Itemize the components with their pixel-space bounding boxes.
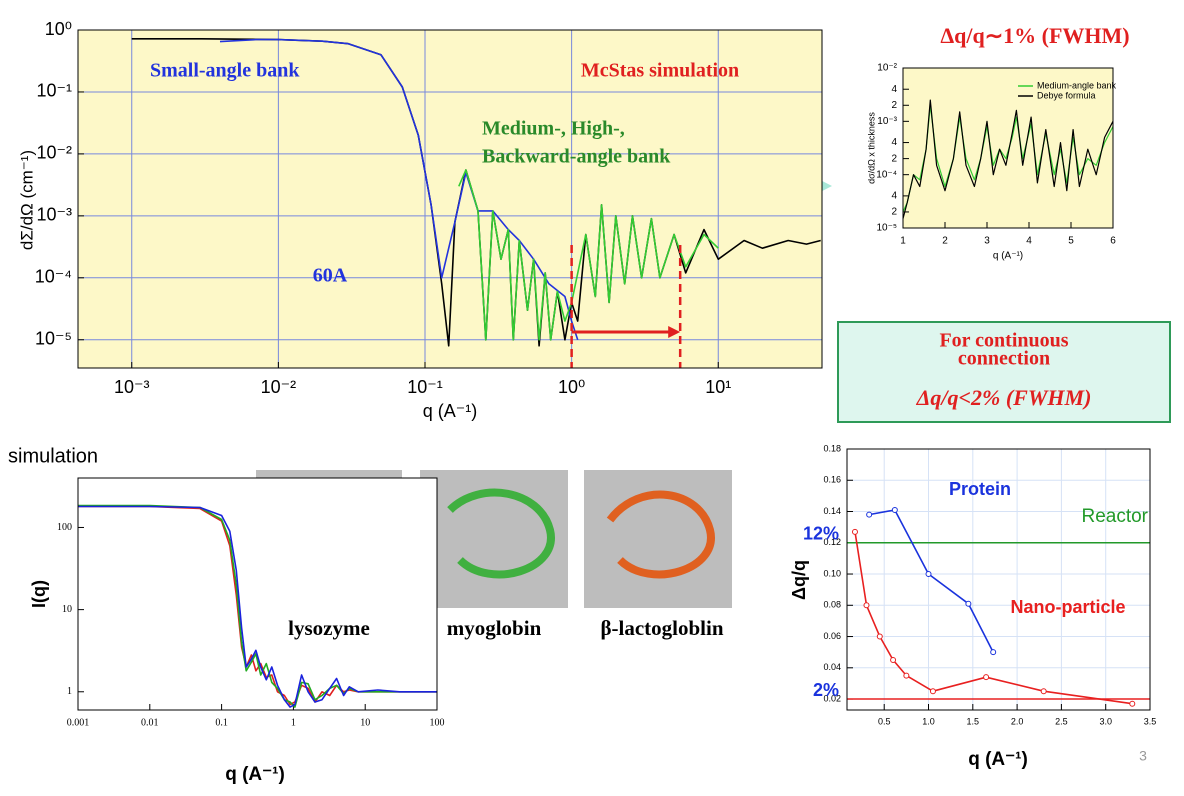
point [926, 572, 931, 577]
point [984, 675, 989, 680]
legend-label: Medium-angle bank [1037, 80, 1117, 90]
y-tick-label: 1 [67, 686, 72, 697]
x-tick-label: 2.5 [1055, 716, 1068, 726]
point [904, 673, 909, 678]
x-tick-label: 6 [1110, 236, 1116, 247]
legend-label: Debye formula [1037, 90, 1096, 100]
point [867, 512, 872, 517]
x-tick-label: 2 [942, 236, 948, 247]
y-tick-label: 10 [62, 604, 72, 615]
y-tick-label: 100 [57, 522, 72, 533]
x-tick-label: 1 [900, 236, 906, 247]
point [1041, 689, 1046, 694]
y-tick-label: 4 [891, 137, 897, 148]
x-axis-label: q (A⁻¹) [423, 401, 478, 421]
x-tick-label: 1 [291, 717, 296, 728]
point [930, 689, 935, 694]
y-tick-label: 4 [891, 84, 897, 95]
series-name: Protein [949, 479, 1011, 499]
x-tick-label: 10⁻³ [114, 377, 150, 397]
series-name: β-lactogloblin [600, 616, 723, 640]
annotation: 60A [313, 265, 348, 287]
y-tick-label: 4 [891, 191, 897, 202]
series-name: myoglobin [447, 616, 542, 640]
x-tick-label: 3.0 [1099, 716, 1112, 726]
x-tick-label: 10¹ [705, 377, 731, 397]
point [892, 507, 897, 512]
x-tick-label: 100 [430, 717, 445, 728]
y-tick-label: 10⁻⁴ [876, 169, 897, 180]
y-tick-label: 10⁻¹ [36, 81, 72, 101]
y-tick-label: 0.06 [823, 631, 841, 641]
x-axis-label: q (A⁻¹) [968, 749, 1028, 770]
chart-title: simulation [8, 445, 98, 467]
annotation: Backward-angle bank [482, 146, 671, 168]
x-tick-label: 3 [984, 236, 990, 247]
chart-title: Δq/q∼1% (FWHM) [940, 23, 1129, 48]
x-tick-label: 10 [360, 717, 370, 728]
annotation: McStas simulation [581, 60, 739, 82]
point [991, 650, 996, 655]
x-tick-label: 1.5 [967, 716, 980, 726]
annotation: Small-angle bank [150, 60, 300, 82]
y-tick-label: 10⁻⁵ [876, 223, 897, 234]
y-tick-label: 0.10 [823, 568, 841, 578]
reference-name: Reactor [1081, 506, 1148, 527]
y-tick-label: 2 [891, 100, 897, 111]
point [891, 657, 896, 662]
x-tick-label: 10⁻¹ [407, 377, 443, 397]
plot-area [78, 478, 437, 710]
y-axis-label: Δq/q [789, 560, 809, 600]
x-axis-label: q (A⁻¹) [993, 251, 1023, 262]
y-axis-label: dσ/dΩ x thickness [866, 112, 876, 184]
y-tick-label: 0.18 [823, 443, 841, 453]
y-axis-label: dΣ/dΩ (cm⁻¹) [17, 150, 36, 250]
x-tick-label: 0.1 [215, 717, 228, 728]
x-tick-label: 4 [1026, 236, 1032, 247]
page: For continuous connection Δq/q<2% (FWHM)… [0, 0, 1184, 796]
x-tick-label: 1.0 [922, 716, 935, 726]
series-name: Nano-particle [1010, 597, 1125, 617]
x-tick-label: 5 [1068, 236, 1074, 247]
x-tick-label: 3.5 [1144, 716, 1157, 726]
x-tick-label: 10⁻² [261, 377, 297, 397]
y-tick-label: 0.14 [823, 506, 841, 516]
callout-text: connection [958, 348, 1050, 370]
slide: For continuous connection Δq/q<2% (FWHM)… [0, 0, 1184, 796]
y-tick-label: 2 [891, 207, 897, 218]
y-tick-label: 10⁻⁵ [35, 329, 72, 349]
point [864, 603, 869, 608]
x-tick-label: 0.001 [67, 717, 90, 728]
x-axis-label: q (A⁻¹) [225, 764, 285, 785]
y-tick-label: 10⁻³ [36, 205, 72, 225]
point [966, 601, 971, 606]
y-tick-label: 0.16 [823, 475, 841, 485]
y-tick-label: 10⁻⁴ [35, 267, 72, 287]
x-tick-label: 0.5 [878, 716, 891, 726]
y-tick-label: 10⁰ [45, 19, 72, 39]
x-tick-label: 0.01 [141, 717, 159, 728]
point [852, 529, 857, 534]
y-tick-label: 10⁻³ [877, 116, 897, 127]
x-tick-label: 2.0 [1011, 716, 1024, 726]
y-axis-label: I(q) [29, 580, 49, 608]
callout-text: Δq/q<2% (FWHM) [916, 385, 1092, 410]
point [1130, 701, 1135, 706]
annotation: Medium-, High-, [482, 118, 625, 140]
page-number: 3 [1139, 748, 1147, 764]
x-tick-label: 10⁰ [558, 377, 585, 397]
point [877, 634, 882, 639]
reference-label: 12% [803, 524, 839, 544]
reference-label: 2% [813, 680, 839, 700]
series-name: lysozyme [288, 616, 370, 640]
y-tick-label: 2 [891, 153, 897, 164]
y-tick-label: 0.08 [823, 600, 841, 610]
y-tick-label: 0.04 [823, 662, 841, 672]
y-tick-label: 10⁻² [877, 63, 897, 74]
y-tick-label: 10⁻² [36, 143, 72, 163]
